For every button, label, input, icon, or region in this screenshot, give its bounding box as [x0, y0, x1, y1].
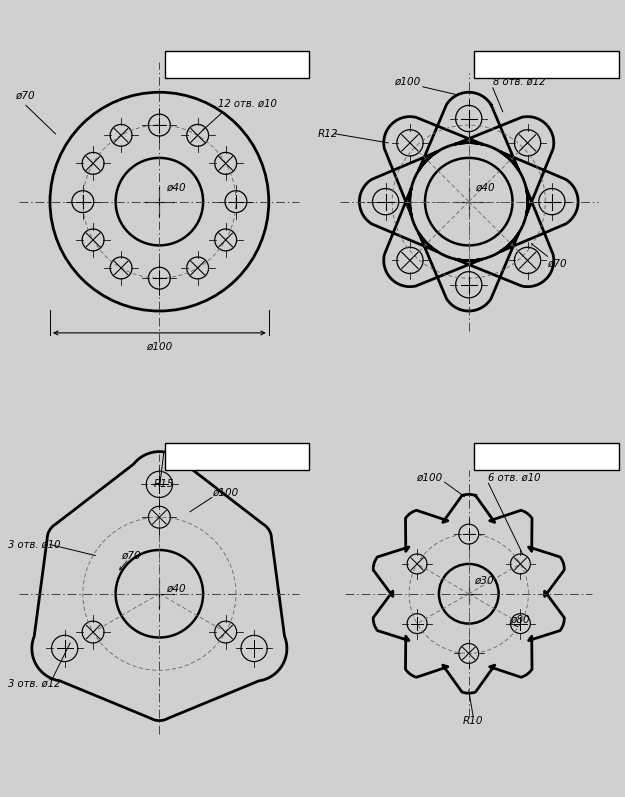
Text: ø70: ø70 — [121, 551, 141, 561]
Text: 12 отв. ø10: 12 отв. ø10 — [219, 99, 278, 108]
Text: ø100: ø100 — [416, 472, 442, 482]
Text: R12: R12 — [318, 129, 338, 139]
Bar — [165, 51, 309, 78]
Text: ø40: ø40 — [476, 183, 495, 193]
Text: ø80: ø80 — [510, 614, 530, 624]
Text: 3 отв. ø12: 3 отв. ø12 — [9, 678, 61, 689]
Text: Вариант 3: Вариант 3 — [196, 450, 278, 464]
Text: Вариант 2: Вариант 2 — [506, 57, 587, 72]
Text: ø100: ø100 — [212, 488, 238, 497]
Bar — [474, 51, 619, 78]
Text: R10: R10 — [463, 717, 483, 726]
Text: ø70: ø70 — [15, 91, 34, 101]
Text: Вариант 4: Вариант 4 — [506, 450, 587, 464]
Text: ø30: ø30 — [474, 576, 494, 586]
Text: Вариант 1: Вариант 1 — [196, 57, 278, 72]
Text: ø100: ø100 — [394, 77, 421, 87]
Text: R15: R15 — [154, 479, 174, 489]
Text: ø100: ø100 — [146, 342, 172, 351]
Bar — [165, 443, 309, 470]
Text: 6 отв. ø10: 6 отв. ø10 — [489, 472, 541, 482]
Text: ø40: ø40 — [166, 183, 186, 193]
Bar — [474, 443, 619, 470]
Text: 8 отв. ø12: 8 отв. ø12 — [493, 77, 545, 87]
Text: ø70: ø70 — [548, 258, 567, 269]
Text: 3 отв. ø10: 3 отв. ø10 — [9, 540, 61, 550]
Text: ø40: ø40 — [166, 583, 186, 594]
